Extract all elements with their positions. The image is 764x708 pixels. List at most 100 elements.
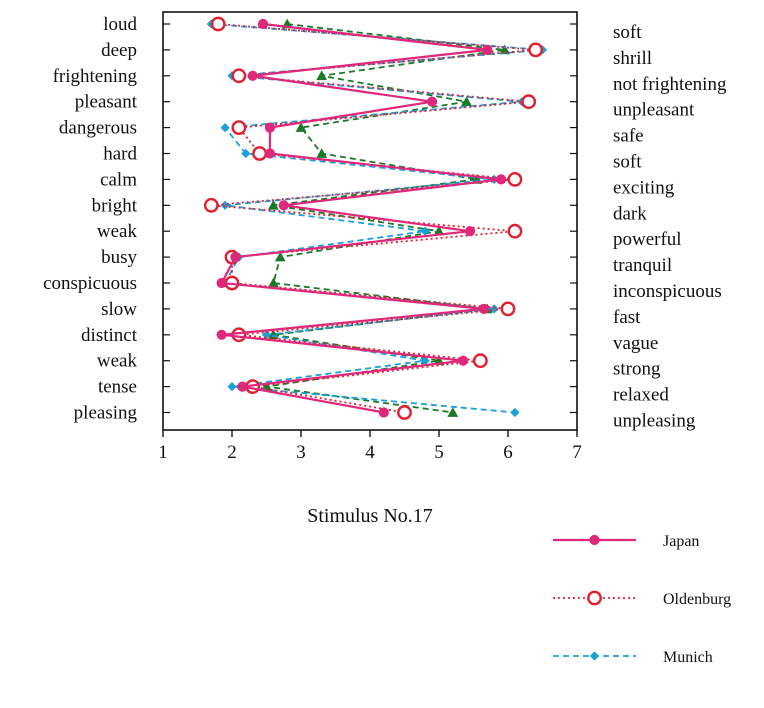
right-label: dark <box>613 203 647 224</box>
data-point <box>216 329 227 340</box>
right-label: fast <box>613 307 641 328</box>
data-point <box>220 200 230 210</box>
x-tick-label: 1 <box>158 442 168 463</box>
right-label: soft <box>613 152 642 173</box>
x-tick-label: 7 <box>572 442 582 463</box>
legend: JapanOldenburgMunichUS <box>553 533 731 708</box>
data-point <box>237 381 248 392</box>
right-label: tranquil <box>613 255 672 276</box>
right-label: exciting <box>613 177 675 198</box>
data-point <box>264 148 276 159</box>
right-label: not frightening <box>613 74 727 95</box>
left-adjective-labels: loud deep frightening pleasant dangerous hard… <box>43 14 170 424</box>
data-point <box>472 353 488 369</box>
legend-marker <box>587 590 602 606</box>
data-point <box>420 226 430 236</box>
data-point <box>231 120 247 136</box>
data-point <box>482 44 493 56</box>
data-point <box>397 405 412 420</box>
data-point <box>261 381 272 391</box>
data-point <box>210 16 226 32</box>
data-point <box>489 304 499 314</box>
left-label: weak <box>97 351 138 372</box>
right-label: strong <box>613 359 661 380</box>
right-label: relaxed <box>613 385 669 406</box>
right-label: safe <box>613 126 644 147</box>
data-point <box>264 122 276 133</box>
data-point <box>268 277 279 288</box>
left-label: frightening <box>53 66 138 87</box>
x-tick-label: 3 <box>296 442 306 463</box>
right-adjective-labels: soft shrill not frightening unpleasant safe s… <box>570 22 727 432</box>
left-label: weak <box>97 221 138 242</box>
data-point <box>378 407 389 418</box>
left-label: pleasing <box>74 403 138 424</box>
left-label: busy <box>101 247 137 268</box>
chart-caption: Stimulus No.17 <box>307 505 433 527</box>
data-point <box>220 123 230 133</box>
data-point <box>458 355 469 366</box>
data-point <box>268 199 279 210</box>
data-point <box>461 96 472 107</box>
data-point <box>447 407 459 417</box>
series-group <box>203 16 548 420</box>
legend-label: Oldenburg <box>663 591 731 608</box>
right-label: inconspicuous <box>613 281 722 302</box>
data-point <box>231 68 247 84</box>
legend-label: Munich <box>663 649 713 666</box>
data-point <box>510 407 520 418</box>
data-point <box>316 70 328 81</box>
right-label: vague <box>613 333 658 354</box>
data-point <box>507 223 523 239</box>
data-point <box>433 225 445 236</box>
data-point <box>521 94 537 110</box>
left-label: dangerous <box>59 118 137 139</box>
legend-marker <box>589 534 600 546</box>
left-label: hard <box>103 144 137 165</box>
left-label: deep <box>101 40 137 61</box>
left-label: distinct <box>81 325 138 346</box>
x-tick-label: 2 <box>227 442 237 463</box>
x-tick-label: 5 <box>434 442 444 463</box>
data-point <box>507 171 523 187</box>
data-point <box>274 251 286 262</box>
legend-label: Japan <box>663 533 699 550</box>
left-label: loud <box>103 14 137 35</box>
x-axis-ticks: 1 2 3 4 5 6 7 <box>158 430 582 463</box>
data-point <box>203 197 219 213</box>
data-point <box>478 303 489 314</box>
right-label: powerful <box>613 229 682 250</box>
data-point <box>247 70 258 81</box>
x-tick-label: 4 <box>365 442 375 463</box>
data-point <box>464 226 476 237</box>
series-line <box>266 23 505 414</box>
data-point <box>528 42 543 58</box>
data-point <box>500 301 516 317</box>
data-point <box>316 148 328 158</box>
right-label: soft <box>613 22 642 43</box>
data-point <box>231 327 247 343</box>
right-label: unpleasant <box>613 100 695 121</box>
x-tick-label: 6 <box>503 442 513 463</box>
right-label: unpleasing <box>613 411 696 432</box>
data-point <box>230 252 241 263</box>
data-point <box>278 200 289 211</box>
series-line <box>211 23 536 414</box>
data-point <box>420 356 430 366</box>
left-label: bright <box>92 195 138 216</box>
left-label: conspicuous <box>43 273 137 294</box>
series-line <box>219 22 502 414</box>
data-point <box>241 148 251 159</box>
legend-marker <box>589 651 600 661</box>
data-point <box>257 18 269 30</box>
left-label: calm <box>100 169 137 190</box>
data-point <box>216 277 227 289</box>
data-point <box>252 146 268 161</box>
data-point <box>427 96 438 107</box>
left-label: tense <box>98 377 137 398</box>
left-label: slow <box>101 299 137 320</box>
series-japan <box>216 18 507 418</box>
right-label: shrill <box>613 48 652 69</box>
left-label: pleasant <box>75 92 138 113</box>
